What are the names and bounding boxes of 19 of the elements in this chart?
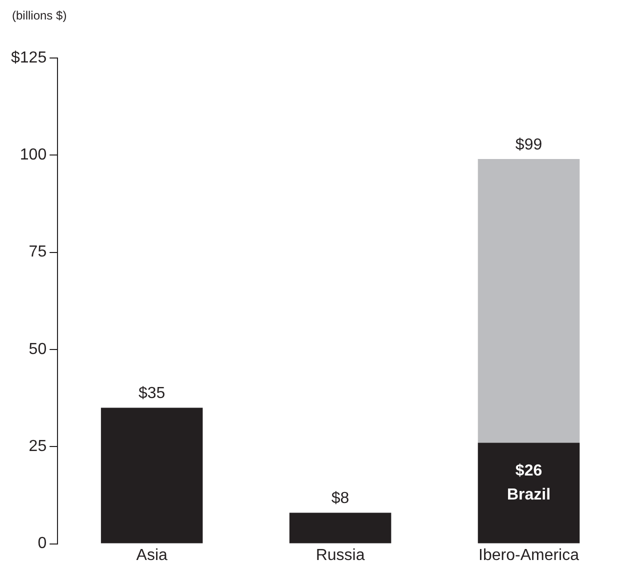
x-tick-label: Russia — [316, 546, 365, 564]
y-tick-label: 50 — [28, 340, 47, 358]
total-label: $35 — [138, 385, 166, 402]
annotation: Brazil — [506, 486, 551, 504]
total-label: $99 — [515, 136, 542, 154]
y-tick-label: $125 — [11, 49, 47, 66]
y-tick-label: 100 — [20, 146, 47, 164]
x-tick-label: Asia — [136, 546, 168, 564]
y-axis-title: (billions $) — [12, 8, 67, 22]
data-label: $26 — [515, 462, 542, 480]
total-label: $8 — [331, 490, 350, 508]
y-tick-label: 75 — [28, 244, 47, 261]
x-tick-label: Ibero-America — [478, 546, 580, 564]
bar — [478, 159, 580, 443]
bar — [289, 512, 392, 544]
bar — [478, 442, 580, 544]
y-tick-label: 0 — [38, 535, 47, 552]
bar — [100, 408, 203, 544]
y-tick-label: 25 — [28, 438, 47, 456]
